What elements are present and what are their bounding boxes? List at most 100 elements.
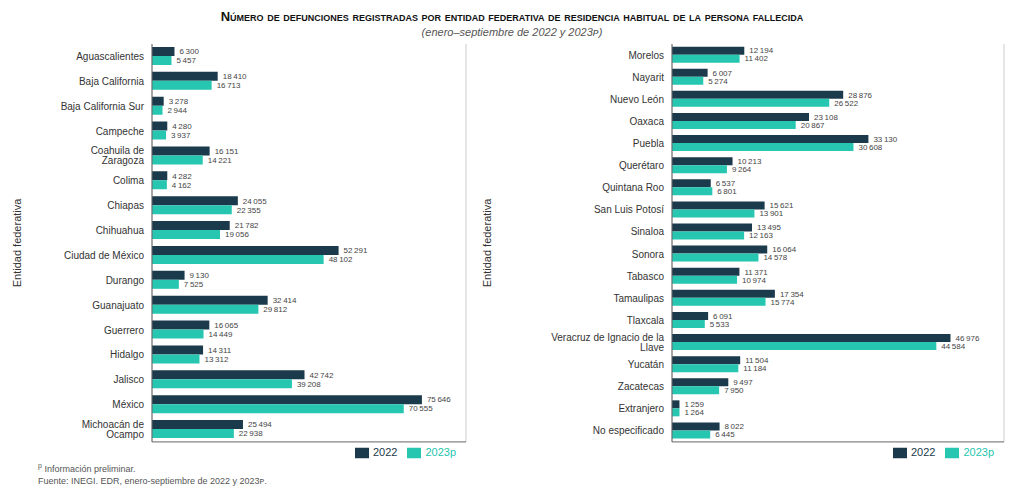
svg-text:22 355: 22 355 [237, 206, 261, 215]
svg-text:México: México [112, 399, 144, 410]
svg-text:13 312: 13 312 [204, 355, 228, 364]
svg-text:32 414: 32 414 [273, 296, 297, 305]
svg-text:Coahuila deZaragoza: Coahuila deZaragoza [91, 145, 145, 166]
svg-text:Quintana Roo: Quintana Roo [602, 182, 664, 193]
svg-text:12 163: 12 163 [749, 231, 773, 240]
svg-text:Tabasco: Tabasco [627, 271, 665, 282]
svg-text:Entidad federativa: Entidad federativa [11, 198, 23, 288]
svg-text:20 867: 20 867 [801, 121, 825, 130]
svg-text:Chihuahua: Chihuahua [96, 225, 145, 236]
svg-text:22 938: 22 938 [239, 429, 263, 438]
svg-text:Tamaulipas: Tamaulipas [613, 293, 664, 304]
svg-text:48 102: 48 102 [329, 255, 353, 264]
svg-text:Guanajuato: Guanajuato [92, 300, 144, 311]
svg-text:39 208: 39 208 [297, 380, 321, 389]
svg-text:5 457: 5 457 [176, 56, 196, 65]
svg-text:7 950: 7 950 [724, 386, 744, 395]
svg-text:30 608: 30 608 [858, 143, 882, 152]
svg-text:28 876: 28 876 [848, 90, 873, 100]
svg-text:Hidalgo: Hidalgo [110, 349, 144, 360]
svg-text:33 130: 33 130 [873, 134, 898, 144]
svg-text:Yucatán: Yucatán [628, 359, 664, 370]
svg-text:Sinaloa: Sinaloa [631, 226, 665, 237]
html-text:(enero–septiembre de 2022 y 20: (enero–septiembre de 2022 y 2023ᴘ) [421, 26, 603, 38]
svg-text:Colima: Colima [113, 175, 145, 186]
html-text:2023p: 2023p [425, 445, 456, 458]
svg-text:Aguascalientes: Aguascalientes [76, 51, 144, 62]
svg-text:Nuevo León: Nuevo León [610, 94, 664, 105]
svg-text:14 221: 14 221 [208, 156, 232, 165]
svg-text:16 713: 16 713 [217, 81, 241, 90]
svg-text:19 056: 19 056 [225, 230, 249, 239]
svg-text:24 055: 24 055 [243, 197, 267, 206]
svg-text:Zacatecas: Zacatecas [618, 381, 664, 392]
html-text:p Información preliminar.: p Información preliminar. [38, 462, 136, 474]
svg-text:Nayarit: Nayarit [632, 72, 664, 83]
svg-text:5 274: 5 274 [708, 77, 728, 86]
svg-text:42 742: 42 742 [310, 371, 334, 380]
svg-text:4 282: 4 282 [172, 172, 192, 181]
svg-text:15 621: 15 621 [769, 201, 794, 211]
svg-text:Morelos: Morelos [628, 50, 664, 61]
svg-text:6 801: 6 801 [717, 187, 737, 196]
svg-text:Baja California Sur: Baja California Sur [61, 101, 145, 112]
svg-text:Ciudad de México: Ciudad de México [64, 250, 144, 261]
html-text:2022: 2022 [910, 445, 936, 458]
svg-text:2 944: 2 944 [168, 106, 188, 115]
svg-text:23 108: 23 108 [814, 112, 838, 122]
svg-text:21 782: 21 782 [235, 221, 259, 230]
svg-text:52 291: 52 291 [344, 246, 368, 255]
svg-text:6 007: 6 007 [712, 68, 732, 78]
svg-text:29 812: 29 812 [263, 305, 287, 314]
svg-text:13 901: 13 901 [759, 209, 783, 218]
svg-text:18 410: 18 410 [223, 72, 247, 81]
svg-text:70 555: 70 555 [409, 404, 433, 413]
svg-text:26 522: 26 522 [834, 99, 858, 108]
svg-text:3 937: 3 937 [171, 131, 191, 140]
svg-text:Campeche: Campeche [96, 126, 145, 137]
svg-text:16 065: 16 065 [214, 321, 238, 330]
svg-text:25 494: 25 494 [248, 420, 272, 429]
svg-text:14 311: 14 311 [208, 346, 232, 355]
svg-text:No especificado: No especificado [593, 425, 665, 436]
svg-text:7 525: 7 525 [184, 280, 204, 289]
svg-text:3 278: 3 278 [169, 97, 189, 106]
svg-text:11 402: 11 402 [745, 54, 769, 63]
svg-text:Oaxaca: Oaxaca [630, 116, 665, 127]
svg-text:14 449: 14 449 [209, 330, 233, 339]
svg-text:5 533: 5 533 [710, 320, 730, 329]
svg-text:Michoacán deOcampo: Michoacán deOcampo [82, 419, 145, 440]
svg-text:Chiapas: Chiapas [107, 200, 144, 211]
svg-text:Puebla: Puebla [633, 138, 665, 149]
svg-text:4 280: 4 280 [172, 122, 192, 131]
html-text:2023p: 2023p [963, 445, 994, 458]
svg-text:Tlaxcala: Tlaxcala [627, 315, 665, 326]
svg-text:Jalisco: Jalisco [113, 374, 144, 385]
svg-text:44 584: 44 584 [941, 342, 965, 351]
svg-text:6 537: 6 537 [715, 179, 736, 189]
svg-text:10 974: 10 974 [742, 276, 766, 285]
svg-text:9 264: 9 264 [732, 165, 752, 174]
svg-text:75 646: 75 646 [427, 395, 451, 404]
html-text:Número de defunciones registra: Número de defunciones registradas por en… [220, 9, 804, 24]
svg-text:6 445: 6 445 [715, 430, 735, 439]
svg-text:6 300: 6 300 [179, 47, 199, 56]
html-text:2022: 2022 [372, 445, 398, 458]
svg-text:Entidad federativa: Entidad federativa [481, 198, 493, 288]
svg-text:Guerrero: Guerrero [104, 325, 144, 336]
svg-text:4 162: 4 162 [172, 181, 192, 190]
svg-text:12 194: 12 194 [749, 46, 774, 56]
svg-text:15 774: 15 774 [771, 298, 795, 307]
svg-text:Extranjero: Extranjero [618, 403, 664, 414]
svg-text:9 130: 9 130 [190, 271, 210, 280]
svg-text:1 264: 1 264 [684, 408, 704, 417]
svg-text:Querétaro: Querétaro [619, 160, 664, 171]
svg-text:14 578: 14 578 [763, 253, 787, 262]
svg-text:Baja California: Baja California [79, 76, 144, 87]
svg-text:Sonora: Sonora [632, 249, 665, 260]
svg-text:11 184: 11 184 [743, 364, 767, 373]
svg-text:16 151: 16 151 [215, 147, 239, 156]
svg-text:Veracruz de Ignacio de laLlave: Veracruz de Ignacio de laLlave [551, 332, 664, 353]
svg-text:Durango: Durango [106, 275, 145, 286]
svg-text:San Luis Potosí: San Luis Potosí [594, 204, 664, 215]
